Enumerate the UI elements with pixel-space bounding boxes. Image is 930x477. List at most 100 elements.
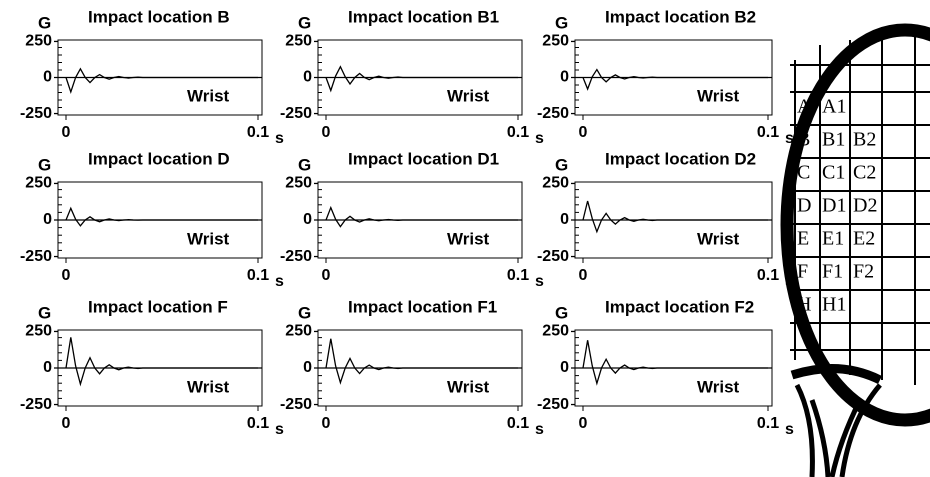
y-tick-label: -250 <box>537 105 569 122</box>
annotation: Wrist <box>697 377 740 396</box>
y-tick-label: 250 <box>25 33 52 50</box>
line-chart: Impact location D1 G Wrist -250 0 250 0 0.1 s <box>280 149 544 290</box>
y-tick-label: 250 <box>285 33 312 50</box>
y-tick-label: 0 <box>560 211 569 228</box>
annotation: Wrist <box>187 86 230 105</box>
y-axis-label: G <box>555 303 568 322</box>
zone-label: D2 <box>853 195 877 217</box>
racket-throat <box>794 383 882 477</box>
x-tick-label: 0 <box>62 267 71 284</box>
y-tick-label: 250 <box>285 175 312 192</box>
chart-title: Impact location D2 <box>605 149 756 168</box>
x-tick-label: 0.1 <box>247 415 269 432</box>
zone-label: F1 <box>822 261 843 283</box>
y-tick-label: -250 <box>20 105 52 122</box>
zone-label: A1 <box>822 96 846 118</box>
y-axis-label: G <box>38 155 51 174</box>
x-tick-label: 0 <box>579 124 588 141</box>
y-tick-label: -250 <box>537 396 569 413</box>
zone-label: D1 <box>822 195 846 217</box>
y-tick-label: 0 <box>43 69 52 86</box>
x-unit: s <box>275 273 284 290</box>
y-tick-label: 0 <box>303 359 312 376</box>
line-chart: Impact location B G Wrist -250 0 250 0 0.1 s <box>20 7 284 147</box>
data-line <box>582 68 768 91</box>
y-tick-label: 0 <box>43 359 52 376</box>
data-line <box>325 338 518 385</box>
zone-label: H <box>797 294 811 316</box>
y-tick-label: -250 <box>280 396 312 413</box>
chart-title: Impact location F2 <box>605 297 754 316</box>
y-tick-label: -250 <box>280 105 312 122</box>
zone-label: A <box>797 96 812 118</box>
y-tick-label: 250 <box>285 323 312 340</box>
x-unit: s <box>785 130 794 147</box>
line-chart: Impact location D G Wrist -250 0 250 0 0.1 s <box>20 149 284 290</box>
y-axis-label: G <box>38 13 51 32</box>
zone-label: B <box>797 129 810 151</box>
data-line <box>582 340 768 386</box>
chart-title: Impact location D <box>88 149 230 168</box>
y-axis-label: G <box>298 303 311 322</box>
zone-label: C2 <box>853 162 876 184</box>
x-unit: s <box>785 273 794 290</box>
chart-title: Impact location D1 <box>348 149 499 168</box>
line-chart: Impact location F1 G Wrist -250 0 250 0 0.1 s <box>280 297 544 438</box>
x-unit: s <box>535 130 544 147</box>
x-unit: s <box>535 273 544 290</box>
y-tick-label: 0 <box>303 69 312 86</box>
racket-drawing <box>780 23 930 477</box>
chart-title: Impact location B <box>88 7 230 26</box>
zone-label: E1 <box>822 228 844 250</box>
x-tick-label: 0 <box>62 415 71 432</box>
x-unit: s <box>275 130 284 147</box>
racket-bridge <box>790 364 883 385</box>
x-tick-label: 0 <box>579 415 588 432</box>
x-tick-label: 0.1 <box>507 267 529 284</box>
x-tick-label: 0 <box>322 267 331 284</box>
x-unit: s <box>785 421 794 438</box>
x-tick-label: 0 <box>62 124 71 141</box>
line-chart: Impact location B1 G Wrist -250 0 250 0 0.1 s <box>280 7 544 147</box>
x-tick-label: 0.1 <box>507 415 529 432</box>
y-tick-label: 0 <box>303 211 312 228</box>
chart-title: Impact location B1 <box>348 7 499 26</box>
y-tick-label: 0 <box>560 69 569 86</box>
data-line <box>65 67 258 94</box>
zone-label: F <box>797 261 808 283</box>
zone-label: C1 <box>822 162 845 184</box>
annotation: Wrist <box>187 377 230 396</box>
line-chart: Impact location F2 G Wrist -250 0 250 0 0.1 s <box>537 297 794 438</box>
zone-label: B1 <box>822 129 845 151</box>
data-line <box>65 206 258 227</box>
annotation: Wrist <box>447 229 490 248</box>
zone-label: E <box>797 228 809 250</box>
y-tick-label: 250 <box>25 175 52 192</box>
data-line <box>325 205 518 228</box>
zone-label: D <box>797 195 811 217</box>
racket-frame <box>780 23 930 427</box>
zone-label: H1 <box>822 294 846 316</box>
zone-label: C <box>797 162 810 184</box>
x-tick-label: 0.1 <box>247 124 269 141</box>
y-tick-label: -250 <box>280 248 312 265</box>
x-tick-label: 0.1 <box>757 267 779 284</box>
chart-title: Impact location B2 <box>605 7 756 26</box>
chart-title: Impact location F1 <box>348 297 497 316</box>
data-line <box>325 65 518 93</box>
y-tick-label: 0 <box>560 359 569 376</box>
y-tick-label: 250 <box>542 33 569 50</box>
line-chart: Impact location D2 G Wrist -250 0 250 0 0.1 s <box>537 149 794 290</box>
data-line <box>65 337 258 387</box>
y-axis-label: G <box>298 13 311 32</box>
y-tick-label: 250 <box>542 323 569 340</box>
annotation: Wrist <box>187 229 230 248</box>
x-tick-label: 0.1 <box>757 415 779 432</box>
y-axis-label: G <box>555 13 568 32</box>
line-chart: Impact location F G Wrist -250 0 250 0 0.1 s <box>20 297 284 438</box>
annotation: Wrist <box>697 86 740 105</box>
zone-label: F2 <box>853 261 874 283</box>
x-tick-label: 0.1 <box>247 267 269 284</box>
racket-strings <box>790 30 930 385</box>
